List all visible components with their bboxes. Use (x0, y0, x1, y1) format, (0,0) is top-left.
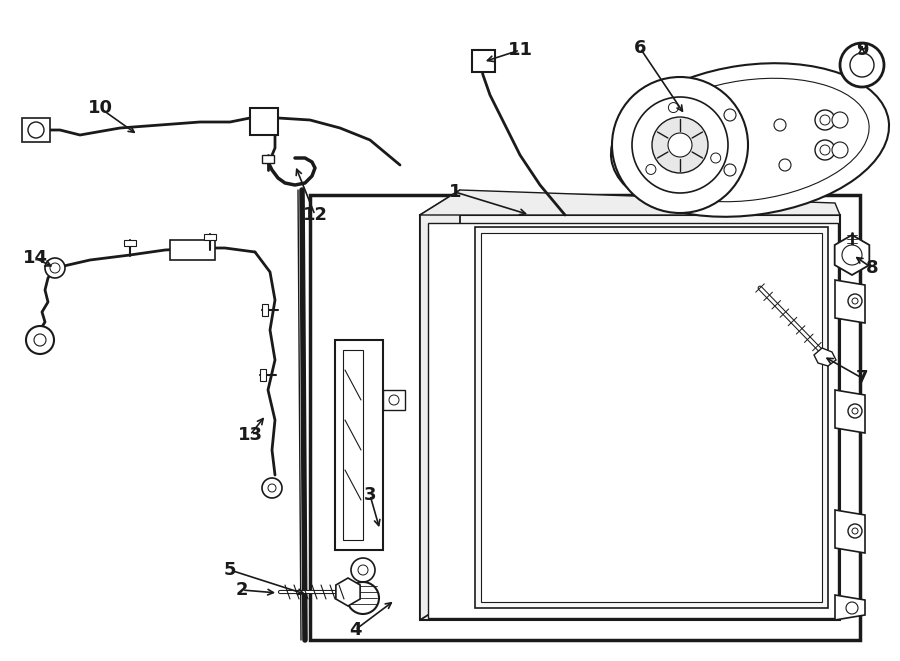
Circle shape (840, 43, 884, 87)
Circle shape (852, 528, 858, 534)
Polygon shape (420, 190, 840, 215)
Circle shape (724, 109, 736, 121)
Bar (262, 304, 268, 316)
Circle shape (846, 602, 858, 614)
Text: 14: 14 (22, 249, 48, 267)
Circle shape (668, 133, 692, 157)
Circle shape (612, 77, 748, 213)
Circle shape (820, 145, 830, 155)
Circle shape (774, 119, 786, 131)
Circle shape (632, 97, 728, 193)
Bar (262, 155, 274, 163)
Circle shape (832, 142, 848, 158)
Polygon shape (835, 280, 865, 323)
Text: 5: 5 (224, 561, 236, 579)
Circle shape (669, 102, 679, 112)
Polygon shape (835, 510, 865, 553)
Circle shape (26, 326, 54, 354)
Circle shape (815, 140, 835, 160)
Text: 3: 3 (364, 486, 376, 504)
Circle shape (351, 558, 375, 582)
Text: 13: 13 (238, 426, 263, 444)
Circle shape (28, 122, 44, 138)
Circle shape (848, 294, 862, 308)
Text: 11: 11 (508, 41, 533, 59)
Circle shape (779, 159, 791, 171)
Circle shape (34, 334, 46, 346)
Circle shape (50, 263, 60, 273)
Circle shape (652, 117, 708, 173)
Ellipse shape (631, 78, 869, 202)
Polygon shape (428, 223, 838, 618)
Circle shape (45, 258, 65, 278)
Polygon shape (22, 118, 50, 142)
Polygon shape (835, 390, 865, 433)
Polygon shape (420, 215, 840, 620)
Circle shape (820, 115, 830, 125)
Text: 2: 2 (236, 581, 248, 599)
Text: 4: 4 (349, 621, 361, 639)
Circle shape (850, 53, 874, 77)
Text: 6: 6 (634, 39, 646, 57)
Polygon shape (814, 348, 836, 366)
Bar (170, 240, 215, 260)
Polygon shape (250, 108, 278, 135)
Text: 7: 7 (856, 369, 868, 387)
Circle shape (268, 484, 276, 492)
Circle shape (852, 408, 858, 414)
Polygon shape (481, 233, 822, 602)
Bar (124, 240, 136, 246)
Polygon shape (420, 190, 460, 620)
Circle shape (711, 153, 721, 163)
Bar (335, 340, 383, 550)
Polygon shape (475, 227, 828, 608)
Circle shape (347, 582, 379, 614)
Text: 8: 8 (866, 259, 878, 277)
Bar (383, 390, 405, 410)
Circle shape (832, 112, 848, 128)
Text: 10: 10 (87, 99, 112, 117)
Circle shape (815, 110, 835, 130)
Circle shape (262, 478, 282, 498)
Ellipse shape (611, 63, 889, 217)
Bar (310, 195, 860, 640)
Circle shape (358, 565, 368, 575)
Text: 1: 1 (449, 183, 461, 201)
Bar (260, 369, 266, 381)
Text: 12: 12 (302, 206, 328, 224)
Polygon shape (834, 235, 869, 275)
Polygon shape (835, 595, 865, 620)
Circle shape (389, 395, 399, 405)
Circle shape (852, 298, 858, 304)
Circle shape (848, 404, 862, 418)
Text: 9: 9 (856, 41, 868, 59)
Circle shape (646, 165, 656, 175)
Polygon shape (472, 50, 495, 72)
Polygon shape (336, 578, 360, 606)
Circle shape (842, 245, 862, 265)
Circle shape (848, 524, 862, 538)
Circle shape (724, 164, 736, 176)
Bar (343, 350, 363, 540)
Bar (204, 234, 216, 240)
